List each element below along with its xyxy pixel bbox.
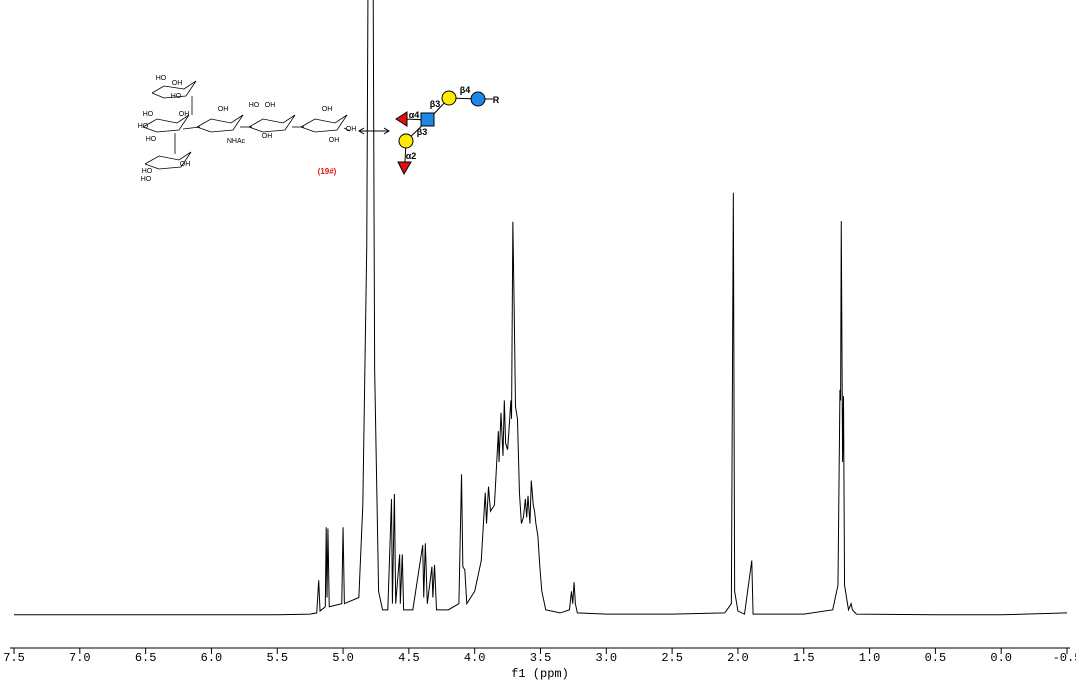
structure-label: OH (346, 126, 357, 133)
x-tick-label: 1.5 (793, 651, 815, 665)
structure-label: OH (329, 137, 340, 144)
structure-label: OH (179, 111, 190, 118)
structure-label: OH (262, 133, 273, 140)
x-tick-label: 6.0 (201, 651, 223, 665)
x-tick-label: 0.5 (925, 651, 947, 665)
x-tick-label: 2.5 (661, 651, 683, 665)
linkage-label: α4 (409, 110, 420, 120)
spectrum-line (14, 0, 1068, 616)
compound-label: (19#) (318, 167, 337, 176)
x-tick-label: 5.0 (332, 651, 354, 665)
structure-label: HO (156, 75, 167, 82)
x-tick-label: 6.5 (135, 651, 157, 665)
x-tick-label: 5.5 (266, 651, 288, 665)
structure-label: OH (180, 161, 191, 168)
x-tick-label: 7.0 (69, 651, 91, 665)
structure-label: HO (143, 111, 154, 118)
x-tick-label: 2.0 (727, 651, 749, 665)
x-tick-label: 1.0 (859, 651, 881, 665)
x-tick-label: 4.0 (464, 651, 486, 665)
x-axis-label: f1 (ppm) (511, 667, 569, 681)
aglycone-label: R (493, 95, 500, 105)
structure-label: HO (249, 102, 260, 109)
structure-label: HO (138, 123, 149, 130)
x-tick-label: 0.0 (990, 651, 1012, 665)
structure-label: HO (141, 176, 152, 183)
structure-label: HO (146, 136, 157, 143)
x-tick-label: 3.5 (530, 651, 552, 665)
structure-label: OH (322, 106, 333, 113)
structure-label: HO (171, 93, 182, 100)
structure-label: HO (142, 168, 153, 175)
x-tick-label: 7.5 (3, 651, 25, 665)
structure-label: OH (218, 106, 229, 113)
linkage-label: β3 (417, 127, 428, 137)
structure-label: OH (172, 80, 183, 87)
linkage-label: β3 (430, 99, 441, 109)
linkage-label: α2 (406, 151, 417, 161)
linkage-label: β4 (460, 85, 471, 95)
structure-drawing (142, 80, 351, 170)
glycan-symbols (395, 90, 493, 176)
structure-label: NHAc (227, 138, 246, 145)
structure-label: OH (265, 102, 276, 109)
x-tick-label: -0.5 (1053, 651, 1076, 665)
x-tick-label: 4.5 (398, 651, 420, 665)
x-tick-label: 3.0 (596, 651, 618, 665)
